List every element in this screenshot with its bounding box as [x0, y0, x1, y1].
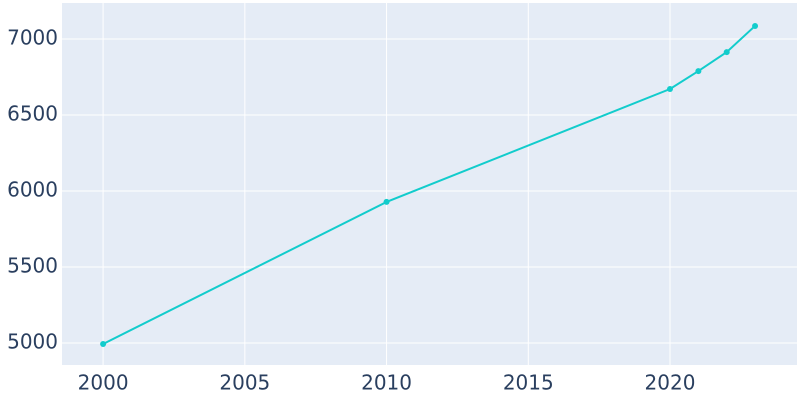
- point: [667, 86, 674, 93]
- point: [752, 22, 759, 29]
- point: [723, 49, 730, 56]
- point: [383, 198, 390, 205]
- x-tick-label: 2015: [503, 371, 554, 395]
- y-tick-label: 6000: [7, 177, 58, 201]
- line: [102, 25, 756, 345]
- y-tick-label: 7000: [7, 26, 58, 50]
- y-tick-label: 5000: [7, 329, 58, 353]
- x-tick-label: 2005: [219, 371, 270, 395]
- point: [695, 68, 702, 75]
- point: [100, 341, 107, 348]
- x-tick-label: 2010: [361, 371, 412, 395]
- y-tick-label: 5500: [7, 253, 58, 277]
- y-tick-label: 6500: [7, 102, 58, 126]
- x-tick-label: 2020: [645, 371, 696, 395]
- x-tick-label: 2000: [78, 371, 129, 395]
